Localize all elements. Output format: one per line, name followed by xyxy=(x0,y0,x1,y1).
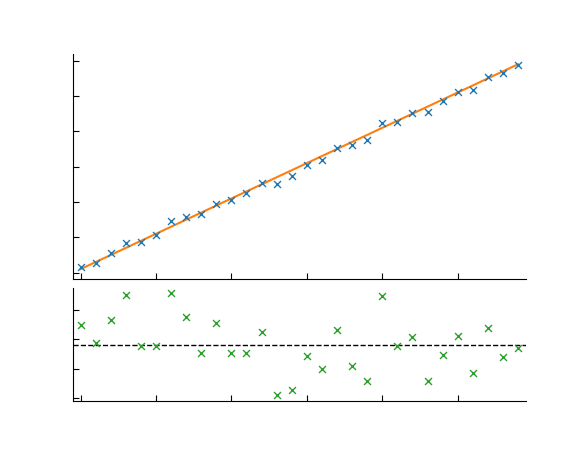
Point xyxy=(106,317,116,324)
Point xyxy=(363,377,372,384)
Point xyxy=(91,259,100,266)
Point xyxy=(378,119,387,126)
Point xyxy=(287,386,297,393)
Point xyxy=(302,162,311,169)
Point xyxy=(272,392,281,399)
Point xyxy=(423,108,432,115)
Point xyxy=(211,200,221,207)
Point xyxy=(121,239,130,246)
Point xyxy=(483,324,492,332)
Point xyxy=(302,352,311,360)
Point xyxy=(136,342,145,350)
Point xyxy=(513,344,523,351)
Point xyxy=(136,238,145,245)
Point xyxy=(392,342,402,350)
Point xyxy=(498,353,507,360)
Point xyxy=(408,334,417,341)
Point xyxy=(242,189,251,197)
Point xyxy=(483,73,492,81)
Point xyxy=(423,378,432,385)
Point xyxy=(257,180,266,187)
Point xyxy=(121,291,130,298)
Point xyxy=(332,326,342,333)
Point xyxy=(513,62,523,69)
Point xyxy=(166,289,176,297)
Point xyxy=(91,340,100,347)
Point xyxy=(182,213,191,220)
Point xyxy=(197,350,206,357)
Point xyxy=(392,118,402,125)
Point xyxy=(438,351,447,359)
Point xyxy=(317,156,326,163)
Point xyxy=(151,342,161,350)
Point xyxy=(76,321,85,328)
Point xyxy=(347,362,357,369)
Point xyxy=(468,369,478,377)
Point xyxy=(197,211,206,218)
Point xyxy=(106,249,116,256)
Point xyxy=(438,98,447,105)
Point xyxy=(378,292,387,300)
Point xyxy=(257,328,266,336)
Point xyxy=(408,110,417,117)
Point xyxy=(332,144,342,152)
Point xyxy=(468,86,478,93)
Point xyxy=(227,349,236,356)
Point xyxy=(453,89,463,96)
Point xyxy=(317,365,326,373)
Point xyxy=(363,136,372,144)
Point xyxy=(151,231,161,238)
Point xyxy=(211,320,221,327)
Point xyxy=(242,349,251,356)
Point xyxy=(166,217,176,225)
Point xyxy=(498,70,507,77)
Point xyxy=(227,197,236,204)
Point xyxy=(287,173,297,180)
Point xyxy=(347,142,357,149)
Point xyxy=(76,264,85,271)
Point xyxy=(272,180,281,188)
Point xyxy=(453,333,463,340)
Point xyxy=(182,313,191,320)
